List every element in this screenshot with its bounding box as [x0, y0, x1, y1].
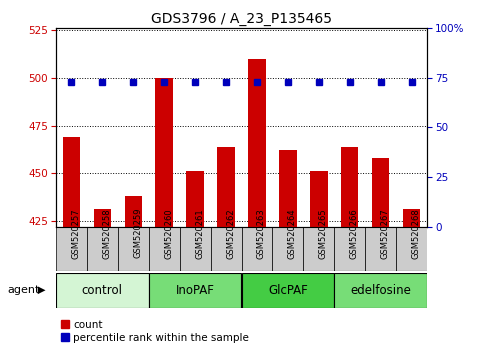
Bar	[242, 273, 334, 308]
Text: InoPAF: InoPAF	[176, 284, 214, 297]
Bar	[334, 227, 366, 271]
Text: GlcPAF: GlcPAF	[268, 284, 308, 297]
Bar	[149, 273, 242, 308]
Bar	[62, 137, 80, 227]
Text: GSM520262: GSM520262	[226, 208, 235, 258]
Bar	[56, 273, 149, 308]
Bar	[94, 210, 111, 227]
Bar	[248, 59, 266, 227]
Text: control: control	[82, 284, 123, 297]
Bar	[211, 227, 242, 271]
Bar	[311, 171, 327, 227]
Bar	[403, 210, 421, 227]
Bar	[186, 171, 203, 227]
Text: edelfosine: edelfosine	[351, 284, 412, 297]
Text: GSM520266: GSM520266	[350, 208, 359, 258]
Bar	[86, 227, 117, 271]
Bar	[242, 227, 272, 271]
Text: GSM520268: GSM520268	[412, 208, 421, 258]
Bar	[125, 196, 142, 227]
Text: GSM520257: GSM520257	[71, 208, 80, 258]
Text: agent: agent	[7, 285, 40, 295]
Bar	[303, 227, 334, 271]
Text: GSM520265: GSM520265	[319, 208, 328, 258]
Bar	[366, 227, 397, 271]
Text: GSM520261: GSM520261	[195, 208, 204, 258]
Text: GSM520263: GSM520263	[257, 208, 266, 258]
Text: GDS3796 / A_23_P135465: GDS3796 / A_23_P135465	[151, 12, 332, 27]
Bar	[372, 158, 389, 227]
Bar	[149, 227, 180, 271]
Bar	[272, 227, 303, 271]
Bar	[341, 147, 358, 227]
Bar	[217, 147, 235, 227]
Text: GSM520259: GSM520259	[133, 208, 142, 258]
Bar	[156, 78, 172, 227]
Text: GSM520264: GSM520264	[288, 208, 297, 258]
Bar	[334, 273, 427, 308]
Bar	[56, 227, 86, 271]
Bar	[280, 150, 297, 227]
Bar	[117, 227, 149, 271]
Bar	[180, 227, 211, 271]
Bar	[397, 227, 427, 271]
Legend: count, percentile rank within the sample: count, percentile rank within the sample	[61, 320, 249, 343]
Text: GSM520267: GSM520267	[381, 208, 390, 258]
Text: GSM520260: GSM520260	[164, 208, 173, 258]
Text: GSM520258: GSM520258	[102, 208, 111, 258]
